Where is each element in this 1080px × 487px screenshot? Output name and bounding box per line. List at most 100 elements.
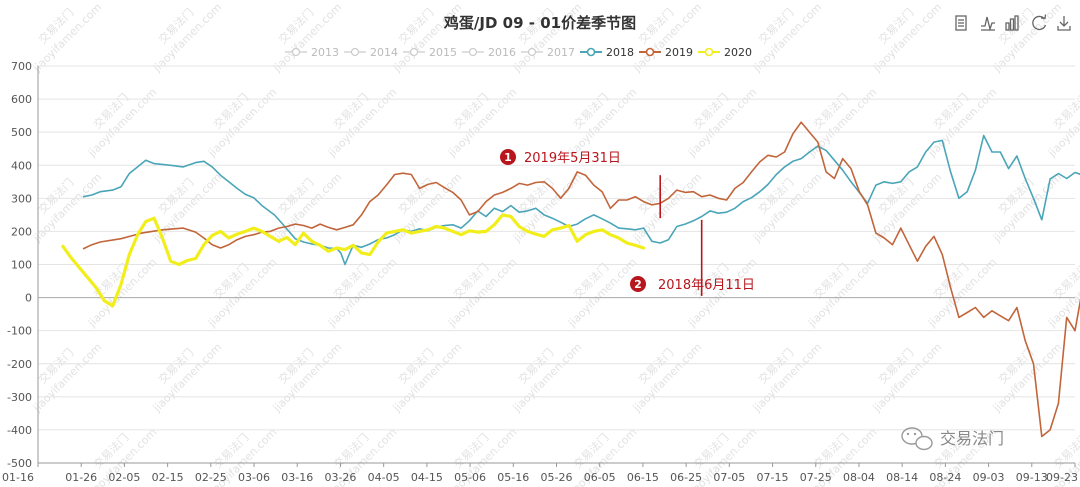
x-tick-label: 07-05 bbox=[713, 471, 745, 484]
x-tick-label: 02-05 bbox=[108, 471, 140, 484]
refresh-glyph bbox=[1032, 15, 1047, 31]
download-icon[interactable] bbox=[1057, 16, 1071, 31]
annotation-badge bbox=[630, 276, 646, 292]
y-tick-label: -300 bbox=[7, 391, 32, 404]
x-tick-label: 08-04 bbox=[843, 471, 875, 484]
y-tick-label: 600 bbox=[11, 93, 32, 106]
x-tick-label: 07-25 bbox=[800, 471, 832, 484]
x-tick-label: 04-15 bbox=[411, 471, 443, 484]
x-tick-label: 09-13 bbox=[1016, 471, 1048, 484]
bar-chart-glyph bbox=[1014, 15, 1019, 31]
legend-dot-icon bbox=[586, 47, 596, 57]
line-chart-glyph bbox=[981, 16, 995, 32]
legend-item-2016[interactable]: 2016 bbox=[462, 46, 516, 59]
data-view-icon[interactable] bbox=[955, 15, 967, 31]
bar-chart-glyph bbox=[1005, 22, 1010, 31]
bar-chart-glyph bbox=[1009, 18, 1015, 31]
x-tick-label: 08-14 bbox=[886, 471, 918, 484]
y-tick-label: 400 bbox=[11, 159, 32, 172]
line-chart-icon[interactable] bbox=[981, 16, 995, 32]
bar-chart-icon[interactable] bbox=[1005, 15, 1019, 31]
y-tick-label: 300 bbox=[11, 192, 32, 205]
annotation-number: 2 bbox=[634, 278, 642, 291]
x-tick-label: 06-25 bbox=[670, 471, 702, 484]
y-tick-label: 500 bbox=[11, 126, 32, 139]
legend-item-2017[interactable]: 2017 bbox=[521, 46, 575, 59]
wechat-icon bbox=[901, 427, 933, 451]
x-tick-label: 07-15 bbox=[757, 471, 789, 484]
legend-label: 2015 bbox=[429, 46, 457, 59]
x-tick-label: 03-26 bbox=[324, 471, 356, 484]
legend-dot-icon bbox=[350, 47, 360, 57]
x-tick-label: 05-06 bbox=[454, 471, 486, 484]
x-tick-label: 01-26 bbox=[65, 471, 97, 484]
legend-label: 2014 bbox=[370, 46, 398, 59]
y-tick-label: 700 bbox=[11, 60, 32, 73]
grid bbox=[38, 65, 1075, 464]
x-tick-label: 08-24 bbox=[929, 471, 961, 484]
refresh-icon[interactable] bbox=[1032, 14, 1047, 31]
x-tick-label: 09-03 bbox=[973, 471, 1005, 484]
legend-dot-icon bbox=[291, 47, 301, 57]
legend-item-2015[interactable]: 2015 bbox=[403, 46, 457, 59]
legend-label: 2020 bbox=[724, 46, 752, 59]
y-tick-label: -200 bbox=[7, 358, 32, 371]
legend-label: 2016 bbox=[488, 46, 516, 59]
x-tick-label: 03-06 bbox=[238, 471, 270, 484]
y-tick-label: 0 bbox=[25, 292, 32, 305]
refresh-glyph bbox=[1040, 14, 1047, 20]
annotation-layer: 1 2019年5月31日 2 2018年6月11日 bbox=[500, 149, 755, 296]
legend-item-2019[interactable]: 2019 bbox=[639, 46, 693, 59]
x-tick-label: 06-15 bbox=[627, 471, 659, 484]
legend: 2013 2014 2015 2016 2017 2018 2019 2020 bbox=[285, 46, 752, 59]
y-tick-label: 100 bbox=[11, 259, 32, 272]
x-tick-label: 05-16 bbox=[497, 471, 529, 484]
x-tick-label: 04-05 bbox=[368, 471, 400, 484]
legend-item-2020[interactable]: 2020 bbox=[698, 46, 752, 59]
x-tick-label: 05-26 bbox=[541, 471, 573, 484]
series-2018-line bbox=[82, 134, 1080, 266]
legend-item-2013[interactable]: 2013 bbox=[285, 46, 339, 59]
x-tick-label: 09-23 bbox=[1046, 471, 1078, 484]
legend-dot-icon bbox=[704, 47, 714, 57]
x-tick-label: 03-16 bbox=[281, 471, 313, 484]
y-tick-label: 200 bbox=[11, 225, 32, 238]
legend-item-2014[interactable]: 2014 bbox=[344, 46, 398, 59]
series-2019-line bbox=[82, 121, 1080, 438]
wechat-label: 交易法门 bbox=[940, 429, 1004, 448]
legend-item-2018[interactable]: 2018 bbox=[580, 46, 634, 59]
legend-dot-icon bbox=[468, 47, 478, 57]
legend-dot-icon bbox=[645, 47, 655, 57]
y-tick-label: -100 bbox=[7, 325, 32, 338]
annotation-badge bbox=[500, 149, 516, 165]
wechat-watermark: 交易法门 bbox=[901, 427, 1004, 451]
